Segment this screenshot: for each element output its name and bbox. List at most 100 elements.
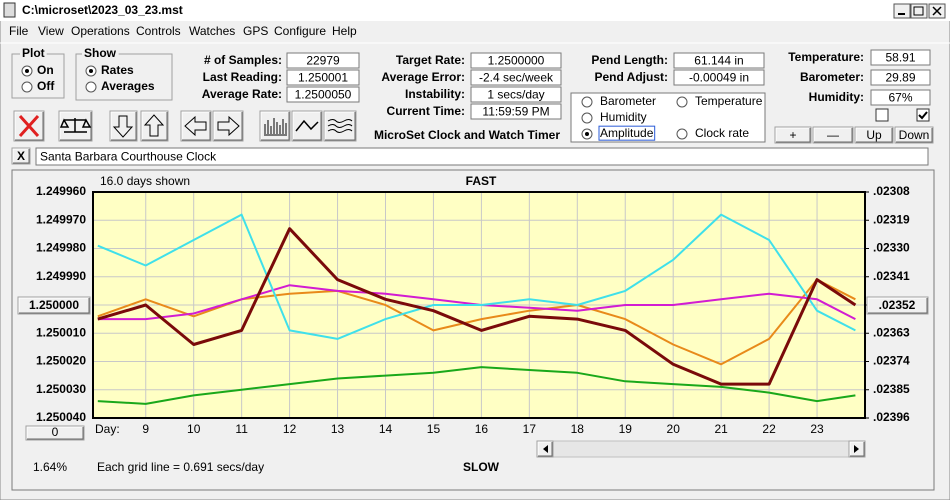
env-button[interactable] (894, 126, 934, 144)
stats-value: 1.250001 (298, 71, 348, 85)
toolbar-button[interactable] (291, 110, 323, 142)
x-tick-label: 22 (762, 422, 776, 436)
env-button-label: Up (866, 128, 882, 142)
plot-radio[interactable] (21, 81, 33, 93)
series-line (97, 227, 857, 386)
days-shown: 16.0 days shown (100, 174, 190, 188)
button-bevel (813, 127, 852, 142)
y-tick-button[interactable] (17, 296, 91, 315)
show-option[interactable]: Averages (101, 79, 155, 93)
show-radio-dot (89, 69, 93, 73)
checkbox[interactable] (916, 108, 930, 122)
x-tick-label: 16 (475, 422, 489, 436)
stats-value-box (286, 86, 360, 103)
clear-button-label: X (17, 149, 25, 163)
close-glyph (932, 6, 942, 16)
env-button[interactable] (854, 126, 894, 144)
clear-button[interactable] (11, 147, 31, 165)
legend-radio[interactable] (676, 128, 688, 140)
menu-item[interactable]: View (38, 24, 64, 38)
menu-item[interactable]: Operations (71, 24, 130, 38)
pendulum-value-box (673, 69, 765, 86)
show-option[interactable]: Rates (101, 63, 134, 77)
x-tick-label: 13 (331, 422, 345, 436)
env-button[interactable] (774, 126, 812, 144)
stats-label: # of Samples: (204, 53, 282, 67)
stats-value-box (286, 69, 360, 86)
button-bevel (14, 111, 43, 140)
y-tick-label: 1.249980 (36, 241, 86, 255)
zero-button[interactable] (25, 425, 85, 441)
y-tick-label: 1.250030 (36, 382, 86, 396)
environment-value: 58.91 (885, 51, 915, 65)
legend-label[interactable]: Temperature (695, 94, 763, 108)
y2-tick-button[interactable] (866, 296, 929, 315)
button-shadow (856, 128, 893, 143)
bars-icon (264, 118, 287, 136)
label-backdrop (82, 46, 119, 61)
wave-icon (295, 119, 319, 132)
env-button[interactable] (812, 126, 854, 144)
stats-label: Average Rate: (202, 87, 282, 101)
stats-value: 22979 (306, 54, 340, 68)
menu-item[interactable]: File (9, 24, 29, 38)
timing-value-box (470, 86, 562, 103)
legend-focus (598, 125, 656, 141)
window-title: C:\microset\2023_03_23.mst (22, 3, 183, 17)
checkbox-tick (918, 111, 928, 120)
button-shadow (60, 112, 92, 141)
app-name: MicroSet Clock and Watch Timer (374, 128, 560, 142)
timing-value-box (470, 69, 562, 86)
menu-item[interactable]: Configure (274, 24, 326, 38)
y2-tick-label: .02330 (873, 241, 910, 255)
pendulum-label: Pend Adjust: (594, 70, 668, 84)
menu-item[interactable]: Controls (136, 24, 181, 38)
scroll-right-glyph (854, 445, 859, 453)
button-bevel (260, 111, 289, 140)
y2-tick-label: .02374 (873, 354, 910, 368)
fast-label: FAST (466, 174, 497, 188)
timing-value: -2.4 sec/week (479, 71, 554, 85)
button-bevel (895, 127, 932, 142)
toolbar-button[interactable] (323, 110, 357, 142)
legend-label[interactable]: Barometer (600, 94, 656, 108)
button-bevel (213, 111, 242, 140)
menu-item[interactable]: Watches (189, 24, 235, 38)
y2-tick-label: .02396 (873, 410, 910, 424)
button-bevel (855, 127, 892, 142)
legend-label[interactable]: Amplitude (600, 126, 654, 140)
series-line (97, 213, 856, 340)
show-group-label: Show (84, 46, 117, 60)
left-icon (184, 115, 207, 137)
legend-radio[interactable] (581, 112, 593, 124)
legend-label[interactable]: Humidity (600, 110, 647, 124)
x-tick-label: 17 (523, 422, 537, 436)
y-tick-label: 1.249960 (36, 184, 86, 198)
legend-radio[interactable] (676, 96, 688, 108)
environment-label: Temperature: (788, 50, 864, 64)
timing-label: Average Error: (381, 70, 465, 84)
maximize-button[interactable] (910, 3, 928, 19)
plot-option[interactable]: On (37, 63, 54, 77)
menu-item[interactable]: Help (332, 24, 357, 38)
pendulum-value: 61.144 in (694, 54, 743, 68)
show-radio[interactable] (85, 81, 97, 93)
legend-label[interactable]: Clock rate (695, 126, 749, 140)
button-shadow (15, 112, 44, 141)
scrollbar-track[interactable] (536, 440, 866, 458)
button-bevel (26, 426, 83, 439)
button-shadow (814, 128, 853, 143)
button-bevel (141, 111, 167, 140)
legend-radio[interactable] (581, 96, 593, 108)
x-tick-label: 11 (235, 422, 248, 436)
plot-option[interactable]: Off (37, 79, 55, 93)
button-bevel (292, 111, 321, 140)
button-bevel (849, 441, 864, 456)
button-bevel (18, 297, 89, 313)
menu-item[interactable]: GPS (243, 24, 268, 38)
plot-group-label: Plot (22, 46, 45, 60)
stop-icon (18, 114, 40, 138)
clock-name-box (35, 147, 929, 166)
checkbox[interactable] (875, 108, 889, 122)
minimize-button[interactable] (893, 3, 911, 19)
